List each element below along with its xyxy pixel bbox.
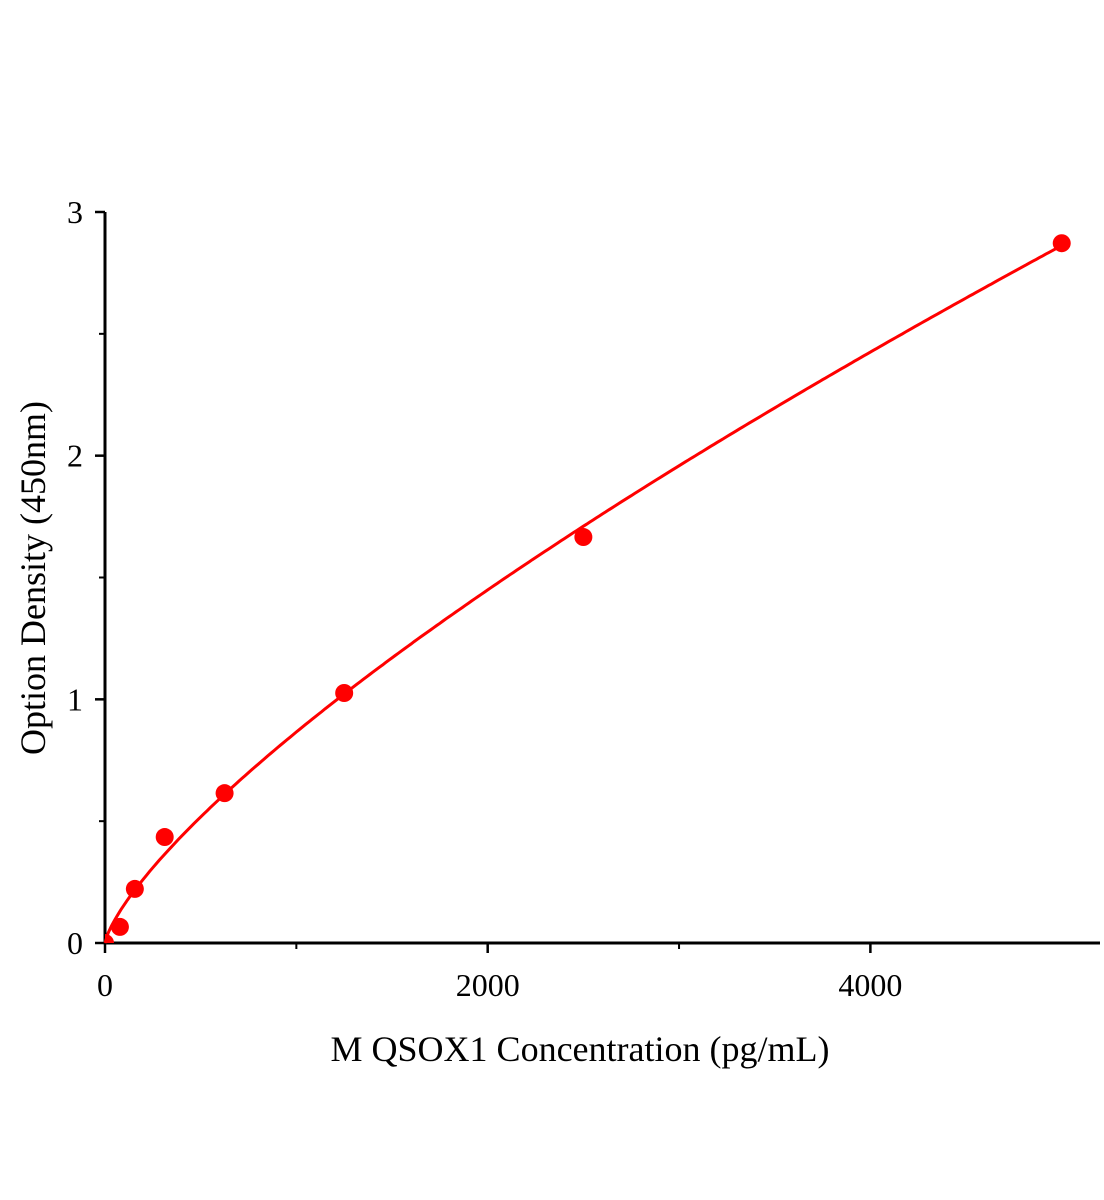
y-tick-label: 1 xyxy=(67,681,83,717)
y-axis-label: Option Density (450nm) xyxy=(13,401,53,755)
data-point xyxy=(1052,234,1071,253)
x-tick-label: 2000 xyxy=(456,967,520,1003)
x-axis-label: M QSOX1 Concentration (pg/mL) xyxy=(331,1029,830,1069)
x-tick-label: 4000 xyxy=(838,967,902,1003)
data-point xyxy=(125,879,144,898)
y-tick-label: 2 xyxy=(67,438,83,474)
data-point xyxy=(155,828,174,847)
axes: 0 2000 4000 0 1 2 3 xyxy=(67,194,1100,1003)
fit-curve-group xyxy=(103,244,1063,944)
data-point xyxy=(574,528,593,547)
fit-curve xyxy=(103,244,1063,944)
y-tick-label: 0 xyxy=(67,925,83,961)
data-point xyxy=(335,683,354,702)
data-point xyxy=(215,784,234,803)
x-tick-label: 0 xyxy=(97,967,113,1003)
y-tick-label: 3 xyxy=(67,194,83,230)
data-point xyxy=(105,934,114,943)
data-points xyxy=(105,234,1071,943)
data-point xyxy=(110,917,129,936)
